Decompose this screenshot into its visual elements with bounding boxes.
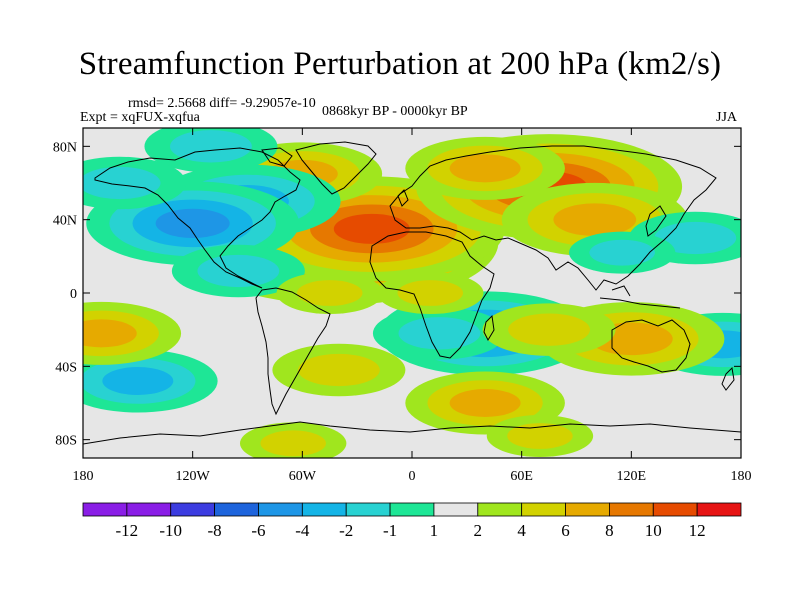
colorbar-swatch (82, 502, 128, 517)
colorbar-label: -6 (251, 521, 265, 540)
colorbar-swatch (609, 502, 654, 517)
colorbar-swatch (565, 502, 610, 517)
colorbar-label: -4 (295, 521, 310, 540)
field-blob-25-level-1 (297, 280, 363, 306)
colorbar-swatch (214, 502, 259, 517)
colorbar-label: 4 (517, 521, 526, 540)
colorbar-swatch (477, 502, 523, 517)
field-blob-6-level-1 (170, 130, 252, 163)
lon-tick-label: 120E (617, 469, 647, 484)
period-line: 0868kyr BP - 0000kyr BP (322, 104, 468, 119)
colorbar-swatch (389, 502, 435, 517)
field-blob-18-level-1 (508, 313, 591, 346)
field-blob-21-level-1 (297, 353, 380, 387)
coast-south-america (255, 287, 331, 416)
coast-africa (369, 231, 495, 359)
colorbar-swatch (521, 502, 566, 517)
field-blob-16-level-2 (102, 367, 174, 395)
coast-eurasia (389, 145, 717, 291)
lon-tick-label: 180 (73, 469, 94, 484)
coast-baffin (261, 147, 293, 167)
colorbar-label: 2 (474, 521, 483, 540)
colorbar-label: 10 (645, 521, 662, 540)
colorbar-swatch (652, 502, 698, 517)
coast-indonesia (599, 285, 681, 309)
coastlines (83, 141, 741, 445)
colorbar-swatch (433, 502, 479, 517)
coast-greenland (295, 141, 377, 195)
field-blob-20-level-2 (83, 319, 137, 348)
field-blob-8-level-3 (155, 208, 230, 238)
field-blob-11-level-1 (654, 221, 737, 255)
colorbar-label: -8 (208, 521, 222, 540)
colorbar-swatch (696, 502, 742, 517)
coast-australia (611, 319, 691, 373)
lon-tick-label: 180 (731, 469, 752, 484)
field-blob-3-level-2 (553, 203, 637, 237)
colorbar-swatch (258, 502, 303, 517)
experiment-line: Expt = xqFUX-xqfua (80, 110, 200, 125)
field-blob-12-level-1 (589, 239, 655, 266)
colorbar-label: 6 (561, 521, 570, 540)
colorbar-label: 12 (689, 521, 706, 540)
season-label: JJA (716, 110, 738, 125)
coast-madagascar (483, 314, 495, 342)
lat-tick-label: 0 (70, 287, 77, 302)
field-blob-9-level-1 (83, 166, 161, 200)
stats-line: rmsd= 2.5668 diff= -9.29057e-10 (128, 96, 316, 111)
field-blob-19-level-2 (449, 389, 521, 417)
field-blob-10-level-1 (197, 254, 280, 288)
coast-uk (397, 189, 409, 207)
colorbar: -12 -10 -8 -6 -4 -2 -1 1 2 4 6 8 10 12 (82, 502, 742, 540)
lat-tick-label: 40S (55, 360, 77, 375)
colorbar-swatch (345, 502, 391, 517)
colorbar-label: 1 (430, 521, 439, 540)
field-blob-22-level-1 (507, 423, 573, 449)
axis-ticks: 80N 40N 0 40S 80S 180 120W 60W 0 60E 120E 180 (53, 128, 752, 484)
colorbar-label: -10 (159, 521, 182, 540)
lat-tick-label: 80N (53, 140, 77, 155)
field-layer (83, 128, 741, 458)
field-blob-14-level-1 (398, 317, 481, 350)
colorbar-label: 8 (605, 521, 614, 540)
field-blob-23-level-1 (260, 430, 326, 457)
colorbar-swatch (170, 502, 216, 517)
coast-north-america (94, 147, 301, 289)
colorbar-label: -2 (339, 521, 353, 540)
colorbar-label: -1 (383, 521, 397, 540)
lon-tick-label: 120W (176, 469, 211, 484)
coast-antarctica (83, 421, 741, 445)
field-blob-24-level-1 (397, 280, 464, 306)
lon-tick-label: 0 (409, 469, 416, 484)
field-blob-4-level-2 (449, 154, 521, 183)
field-blob-1-level-4 (333, 213, 410, 244)
lon-tick-label: 60E (510, 469, 533, 484)
colorbar-label: -12 (116, 521, 139, 540)
lat-tick-label: 40N (53, 214, 77, 229)
coast-new-zealand (721, 366, 735, 391)
map-title: Streamfunction Perturbation at 200 hPa (… (78, 46, 722, 82)
colorbar-swatch (126, 502, 172, 517)
lat-tick-label: 80S (55, 434, 77, 449)
lon-tick-label: 60W (289, 469, 317, 484)
coast-japan (645, 205, 667, 237)
colorbar-swatch (301, 502, 347, 517)
